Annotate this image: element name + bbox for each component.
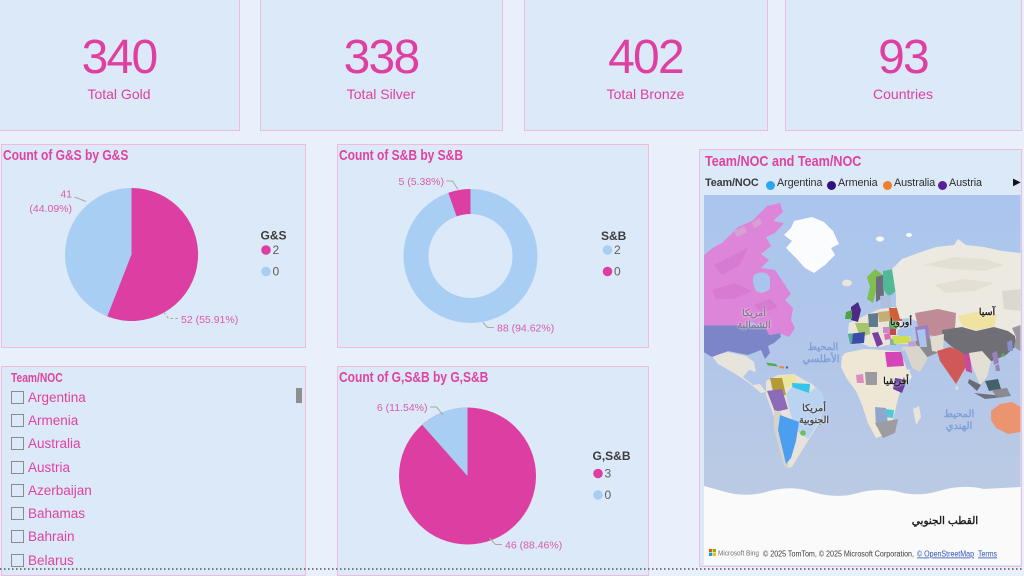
svg-text:0: 0 (614, 265, 621, 279)
svg-text:0: 0 (604, 488, 611, 502)
svg-text:2: 2 (614, 243, 621, 257)
svg-text:0: 0 (273, 265, 280, 279)
svg-text:52 (55.91%): 52 (55.91%) (181, 314, 238, 326)
svg-text:S&B: S&B (601, 229, 627, 243)
svg-text:46 (88.46%): 46 (88.46%) (505, 540, 562, 552)
svg-text:أمريكا: أمريكا (742, 306, 766, 319)
svg-text:(44.09%): (44.09%) (29, 203, 72, 215)
svg-text:Terms: Terms (978, 550, 997, 559)
svg-text:2: 2 (273, 243, 280, 257)
svg-text:أفريقيا: أفريقيا (883, 374, 909, 387)
svg-text:القطب الجنوبي: القطب الجنوبي (912, 515, 979, 528)
svg-text:Microsoft Bing: Microsoft Bing (718, 551, 759, 558)
svg-text:آسيا: آسيا (979, 305, 997, 318)
svg-text:المحيط: المحيط (944, 409, 975, 420)
svg-text:88 (94.62%): 88 (94.62%) (497, 323, 554, 335)
svg-text:© OpenStreetMap: © OpenStreetMap (917, 550, 974, 559)
svg-text:3: 3 (604, 467, 611, 481)
svg-text:المحيط: المحيط (808, 342, 839, 353)
svg-text:أوروبا: أوروبا (890, 315, 912, 328)
svg-text:الشمالية: الشمالية (737, 320, 771, 331)
svg-text:5 (5.38%): 5 (5.38%) (398, 176, 444, 188)
svg-text:G&S: G&S (261, 229, 287, 243)
svg-text:الهندي: الهندي (946, 421, 973, 432)
svg-text:41: 41 (60, 189, 72, 201)
svg-text:الجنوبية: الجنوبية (799, 415, 829, 426)
svg-text:G,S&B: G,S&B (592, 449, 630, 463)
svg-text:6 (11.54%): 6 (11.54%) (376, 402, 427, 414)
svg-text:الأطلسي: الأطلسي (802, 353, 839, 365)
svg-text:© 2025 TomTom, © 2025 Microsof: © 2025 TomTom, © 2025 Microsoft Corporat… (763, 550, 914, 559)
svg-text:أمريكا: أمريكا (802, 401, 826, 414)
